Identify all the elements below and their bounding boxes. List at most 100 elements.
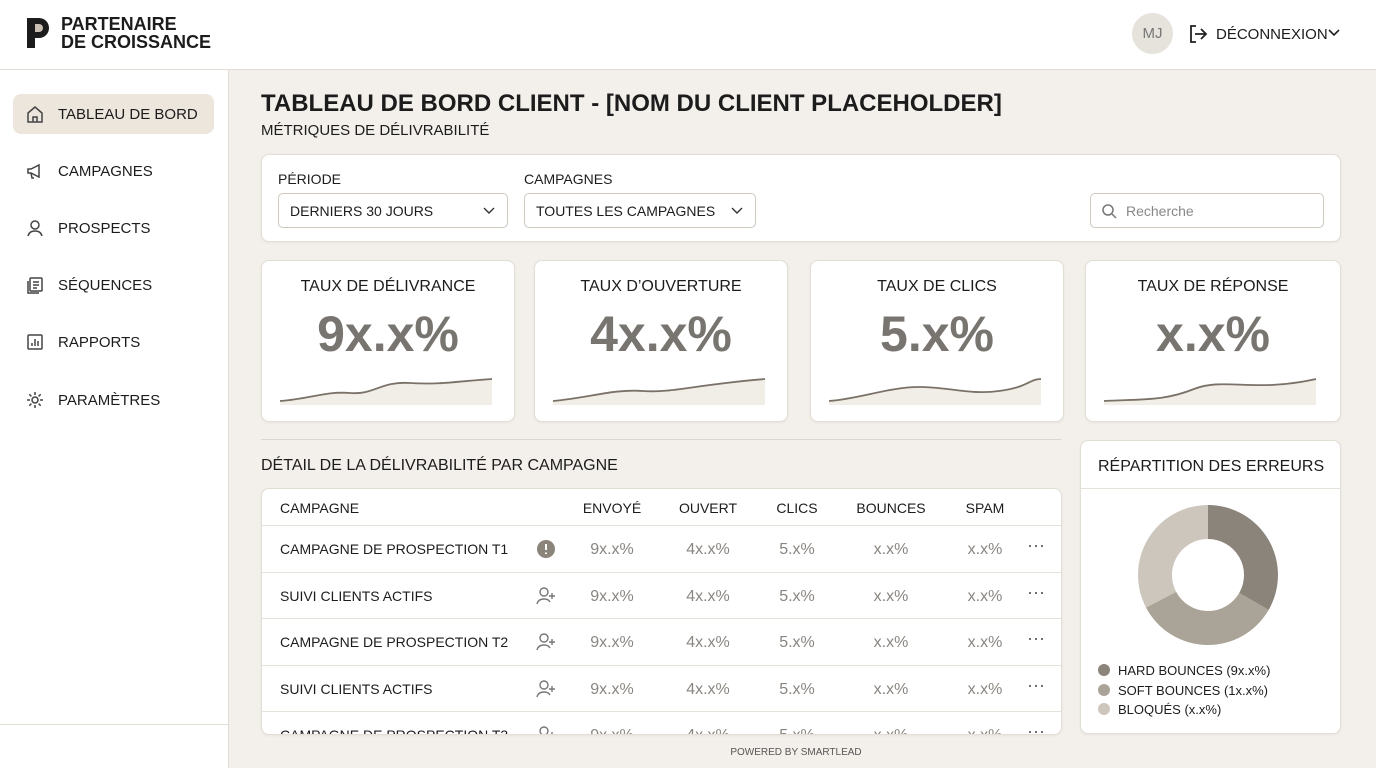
sparkline bbox=[280, 378, 493, 405]
table-row: SUIVI CLIENTS ACTIFS 9x.x% 4x.x% 5.x% x.x% x.… bbox=[262, 664, 1061, 712]
legend-swatch bbox=[1098, 703, 1110, 715]
logo bbox=[27, 18, 49, 48]
donut bbox=[1137, 505, 1278, 645]
cell-value: 4x.x% bbox=[686, 680, 730, 698]
cell-value: 4x.x% bbox=[686, 587, 730, 605]
add-user-icon bbox=[536, 679, 555, 697]
column-header: ENVOYÉ bbox=[582, 500, 642, 516]
search-placeholder: Recherche bbox=[1126, 203, 1194, 219]
column-header: OUVERT bbox=[678, 500, 738, 516]
cell-value: 9x.x% bbox=[590, 541, 634, 558]
table-row: CAMPAGNE DE PROSPECTION T3 9x.x% 4x.x% 5.x%… bbox=[262, 711, 1061, 735]
errors-card: RÉPARTITION DES ERREURS HARD BOUNCES (9x… bbox=[1080, 440, 1341, 734]
column-header: CAMPAGNE bbox=[280, 500, 360, 516]
metric-label: TAUX DE RÉPONSE bbox=[1137, 278, 1289, 295]
nav-item[interactable]: RAPPORTS bbox=[13, 322, 214, 362]
nav-label: TABLEAU DE BORD bbox=[58, 106, 198, 123]
metric-value: x.x% bbox=[1156, 306, 1270, 362]
metric-label: TAUX DE DÉLIVRANCE bbox=[300, 278, 476, 295]
sparkline bbox=[829, 378, 1042, 405]
filter-label: CAMPAGNES bbox=[524, 171, 613, 187]
nav-label: PROSPECTS bbox=[58, 220, 151, 237]
legend-label: HARD BOUNCES (9x.x%) bbox=[1118, 663, 1271, 678]
avatar[interactable]: MJ bbox=[1132, 13, 1173, 54]
campaign-select[interactable]: TOUTES LES CAMPAGNES bbox=[524, 193, 756, 228]
cell-value: 9x.x% bbox=[590, 727, 634, 734]
nav-item[interactable]: PARAMÈTRES bbox=[13, 380, 214, 420]
select-value: DERNIERS 30 JOURS bbox=[290, 203, 434, 219]
sparkline bbox=[1104, 378, 1317, 405]
cell-value: x.x% bbox=[873, 634, 909, 651]
row-menu[interactable]: ⋯ bbox=[1027, 629, 1046, 649]
select-value: TOUTES LES CAMPAGNES bbox=[536, 203, 716, 219]
section-title: DÉTAIL DE LA DÉLIVRABILITÉ PAR CAMPAGNE bbox=[261, 457, 618, 474]
column-header: CLICS bbox=[776, 500, 818, 516]
cell-value: 4x.x% bbox=[686, 634, 730, 651]
campaign-name: CAMPAGNE DE PROSPECTION T1 bbox=[280, 541, 509, 557]
row-menu[interactable]: ⋯ bbox=[1027, 582, 1046, 603]
add-user-icon bbox=[539, 726, 553, 734]
legend-label: SOFT BOUNCES (1x.x%) bbox=[1118, 682, 1269, 698]
table-row: CAMPAGNE DE PROSPECTION T1 9x.x% 4x.x% 5.x%… bbox=[262, 525, 1061, 572]
row-menu[interactable]: ⋯ bbox=[1027, 722, 1046, 735]
cell-value: x.x% bbox=[873, 680, 909, 698]
filter-card: PÉRIODE DERNIERS 30 JOURS CAMPAGNES TOUT… bbox=[261, 154, 1341, 242]
add-user-icon bbox=[536, 586, 555, 604]
cell-value: 5.x% bbox=[779, 727, 815, 734]
row-menu[interactable]: ⋯ bbox=[1027, 675, 1046, 696]
column-header: BOUNCES bbox=[856, 500, 926, 516]
add-user-icon bbox=[536, 633, 555, 651]
metric-label: TAUX D’OUVERTURE bbox=[580, 278, 742, 295]
cell-value: x.x% bbox=[968, 727, 1003, 734]
legend-item: HARD BOUNCES (9x.x%) bbox=[1098, 663, 1270, 678]
cell-value: 4x.x% bbox=[686, 541, 730, 558]
logout-button[interactable]: DÉCONNEXION bbox=[1216, 26, 1328, 43]
metric-card: TAUX DE RÉPONSE x.x% bbox=[1085, 260, 1341, 422]
table-row: CAMPAGNE DE PROSPECTION T2 9x.x% 4x.x% 5.x%… bbox=[262, 618, 1061, 665]
divider bbox=[0, 724, 228, 725]
legend-label: BLOQUÉS (x.x%) bbox=[1118, 702, 1222, 717]
divider bbox=[261, 439, 1061, 440]
nav-item[interactable]: SÉQUENCES bbox=[13, 265, 214, 305]
nav-item[interactable]: TABLEAU DE BORD bbox=[13, 94, 214, 134]
campaign-table: CAMPAGNE ENVOYÉ OUVERT CLICS BOUNCES SPAM CAMP… bbox=[261, 488, 1062, 735]
legend-item: BLOQUÉS (x.x%) bbox=[1098, 702, 1221, 717]
cell-value: x.x% bbox=[873, 541, 909, 558]
legend-item: SOFT BOUNCES (1x.x%) bbox=[1098, 683, 1268, 698]
search-box[interactable]: Recherche bbox=[1090, 193, 1324, 228]
cell-value: 9x.x% bbox=[590, 634, 634, 651]
cell-value: x.x% bbox=[967, 634, 1003, 651]
alert-icon bbox=[537, 540, 555, 558]
cell-value: x.x% bbox=[967, 587, 1003, 605]
logout-icon bbox=[1190, 25, 1208, 43]
cell-value: 9x.x% bbox=[590, 587, 634, 605]
table-header: CAMPAGNE ENVOYÉ OUVERT CLICS BOUNCES SPAM bbox=[262, 489, 1061, 526]
campaign-name: CAMPAGNE DE PROSPECTION T3 bbox=[280, 727, 509, 735]
cell-value: 9x.x% bbox=[590, 680, 634, 698]
column-header: SPAM bbox=[965, 500, 1005, 516]
nav-item[interactable]: CAMPAGNES bbox=[13, 151, 214, 191]
logo-line: DE CROISSANCE bbox=[61, 32, 212, 52]
table-row: SUIVI CLIENTS ACTIFS 9x.x% 4x.x% 5.x% x.x% x.… bbox=[262, 571, 1061, 619]
period-select[interactable]: DERNIERS 30 JOURS bbox=[278, 193, 508, 228]
footer: POWERED BY SMARTLEAD bbox=[730, 747, 862, 758]
divider bbox=[1081, 488, 1340, 489]
row-menu[interactable]: ⋯ bbox=[1027, 536, 1046, 556]
nav-item[interactable]: PROSPECTS bbox=[13, 208, 214, 248]
metric-value: 9x.x% bbox=[317, 306, 459, 362]
filter-label: PÉRIODE bbox=[278, 171, 342, 187]
metric-card: TAUX DE CLICS 5.x% bbox=[810, 260, 1064, 422]
page-title: TABLEAU DE BORD CLIENT - [NOM DU CLIENT … bbox=[261, 90, 1002, 117]
cell-value: x.x% bbox=[873, 587, 909, 605]
metric-value: 5.x% bbox=[880, 306, 994, 362]
metric-value: 4x.x% bbox=[590, 306, 732, 362]
page-subtitle: MÉTRIQUES DE DÉLIVRABILITÉ bbox=[261, 122, 490, 139]
chevron bbox=[1328, 29, 1340, 37]
nav-label: CAMPAGNES bbox=[58, 163, 153, 180]
cell-value: 5.x% bbox=[779, 541, 815, 558]
nav-label: PARAMÈTRES bbox=[58, 392, 161, 409]
card-title: RÉPARTITION DES ERREURS bbox=[1098, 458, 1325, 475]
cell-value: 5.x% bbox=[779, 634, 815, 651]
cell-value: x.x% bbox=[967, 680, 1003, 698]
logo-line: PARTENAIRE bbox=[61, 14, 177, 34]
